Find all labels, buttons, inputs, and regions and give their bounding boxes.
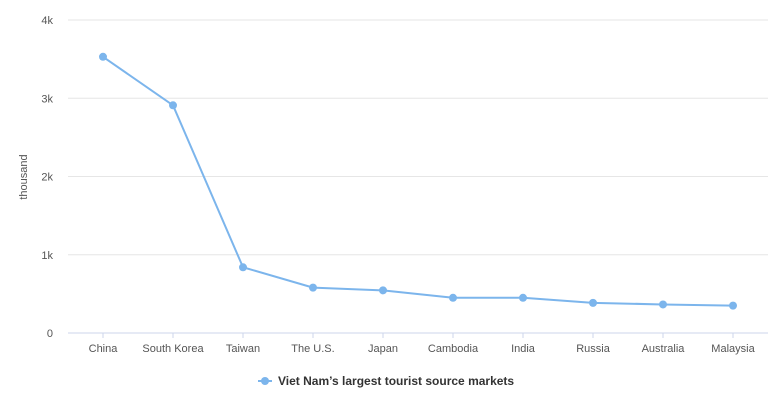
series-line bbox=[102, 55, 734, 307]
data-point[interactable] bbox=[379, 286, 387, 295]
legend-marker bbox=[261, 377, 269, 385]
series bbox=[99, 52, 737, 310]
data-point[interactable] bbox=[309, 283, 317, 292]
y-tick-label: 2k bbox=[41, 172, 53, 184]
data-point[interactable] bbox=[239, 263, 247, 272]
y-axis: 0 1k 2k 3k 4k bbox=[41, 15, 53, 340]
x-tick-label: Taiwan bbox=[226, 343, 260, 355]
data-point[interactable] bbox=[169, 101, 177, 110]
legend-label[interactable]: Viet Nam’s largest tourist source market… bbox=[278, 374, 514, 388]
x-tick-label: Cambodia bbox=[428, 343, 479, 355]
y-tick-label: 0 bbox=[47, 328, 53, 340]
x-tick-label: India bbox=[511, 343, 536, 355]
x-tick-label: Japan bbox=[368, 343, 398, 355]
x-tick-label: Malaysia bbox=[711, 343, 755, 355]
x-axis: China South Korea Taiwan The U.S. Japan Cambo… bbox=[89, 333, 756, 355]
x-tick-label: South Korea bbox=[142, 343, 204, 355]
y-tick-label: 3k bbox=[41, 93, 53, 105]
y-tick-label: 1k bbox=[41, 250, 53, 262]
x-tick-label: The U.S. bbox=[291, 343, 334, 355]
y-tick-label: 4k bbox=[41, 15, 53, 27]
data-point[interactable] bbox=[449, 293, 457, 302]
data-point[interactable] bbox=[659, 300, 667, 309]
legend[interactable]: Viet Nam’s largest tourist source market… bbox=[258, 374, 514, 388]
x-tick-label: Russia bbox=[576, 343, 611, 355]
data-point[interactable] bbox=[589, 298, 597, 307]
data-point[interactable] bbox=[729, 301, 737, 310]
data-point[interactable] bbox=[99, 52, 107, 61]
x-tick-label: China bbox=[89, 343, 119, 355]
gridlines bbox=[68, 19, 768, 334]
data-point[interactable] bbox=[519, 293, 527, 302]
x-tick-label: Australia bbox=[642, 343, 686, 355]
y-axis-title: thousand bbox=[18, 154, 30, 199]
